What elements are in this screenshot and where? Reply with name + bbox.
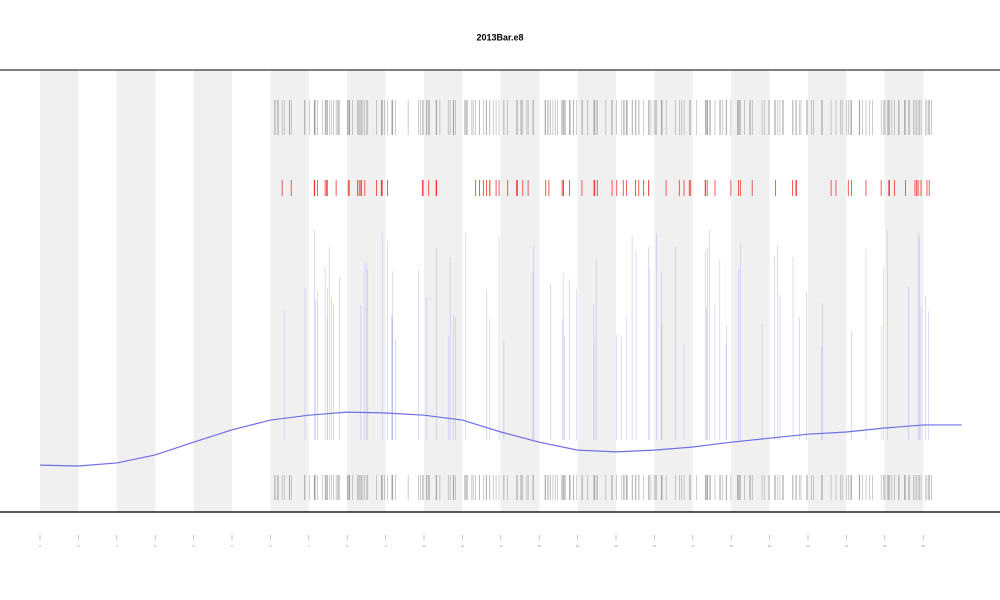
band bbox=[40, 70, 79, 512]
band bbox=[654, 70, 693, 512]
x-tick-label: 9 bbox=[385, 544, 387, 548]
x-tick-label: 6 bbox=[270, 544, 272, 548]
x-tick-label: 10 bbox=[422, 544, 426, 548]
x-tick-label: 4 bbox=[193, 544, 195, 548]
event-marks bbox=[274, 100, 932, 500]
x-tick-label: 8 bbox=[346, 544, 348, 548]
x-tick-label: 21 bbox=[845, 544, 849, 548]
x-tick-label: 16 bbox=[653, 544, 657, 548]
chart-title: 2013Bar.e8 bbox=[476, 32, 523, 42]
x-tick-label: 11 bbox=[461, 544, 464, 548]
band bbox=[884, 70, 924, 512]
band bbox=[808, 70, 847, 512]
band bbox=[731, 70, 770, 512]
band bbox=[270, 70, 309, 512]
x-tick-label: 23 bbox=[922, 544, 926, 548]
background-bands bbox=[40, 70, 924, 512]
x-tick-label: 1 bbox=[78, 544, 80, 548]
x-tick-label: 22 bbox=[883, 544, 887, 548]
x-tick-label: 14 bbox=[576, 544, 580, 548]
x-tick-label: 18 bbox=[730, 544, 734, 548]
x-tick-label: 5 bbox=[231, 544, 233, 548]
band bbox=[347, 70, 386, 512]
band bbox=[193, 70, 232, 512]
x-tick-label: 3 bbox=[154, 544, 156, 548]
x-tick-label: 2 bbox=[116, 544, 118, 548]
x-tick-label: 20 bbox=[806, 544, 810, 548]
x-tick-label: 19 bbox=[768, 544, 772, 548]
x-tick-label: 13 bbox=[538, 544, 542, 548]
x-tick-label: 7 bbox=[308, 544, 310, 548]
line bbox=[39, 411, 962, 467]
x-tick-label: 12 bbox=[499, 544, 503, 548]
band bbox=[116, 70, 156, 512]
band bbox=[424, 70, 463, 512]
x-tick-label: 15 bbox=[614, 544, 618, 548]
x-tick-label: 0 bbox=[39, 544, 41, 548]
band bbox=[577, 70, 616, 512]
x-tick-label: 17 bbox=[691, 544, 695, 548]
